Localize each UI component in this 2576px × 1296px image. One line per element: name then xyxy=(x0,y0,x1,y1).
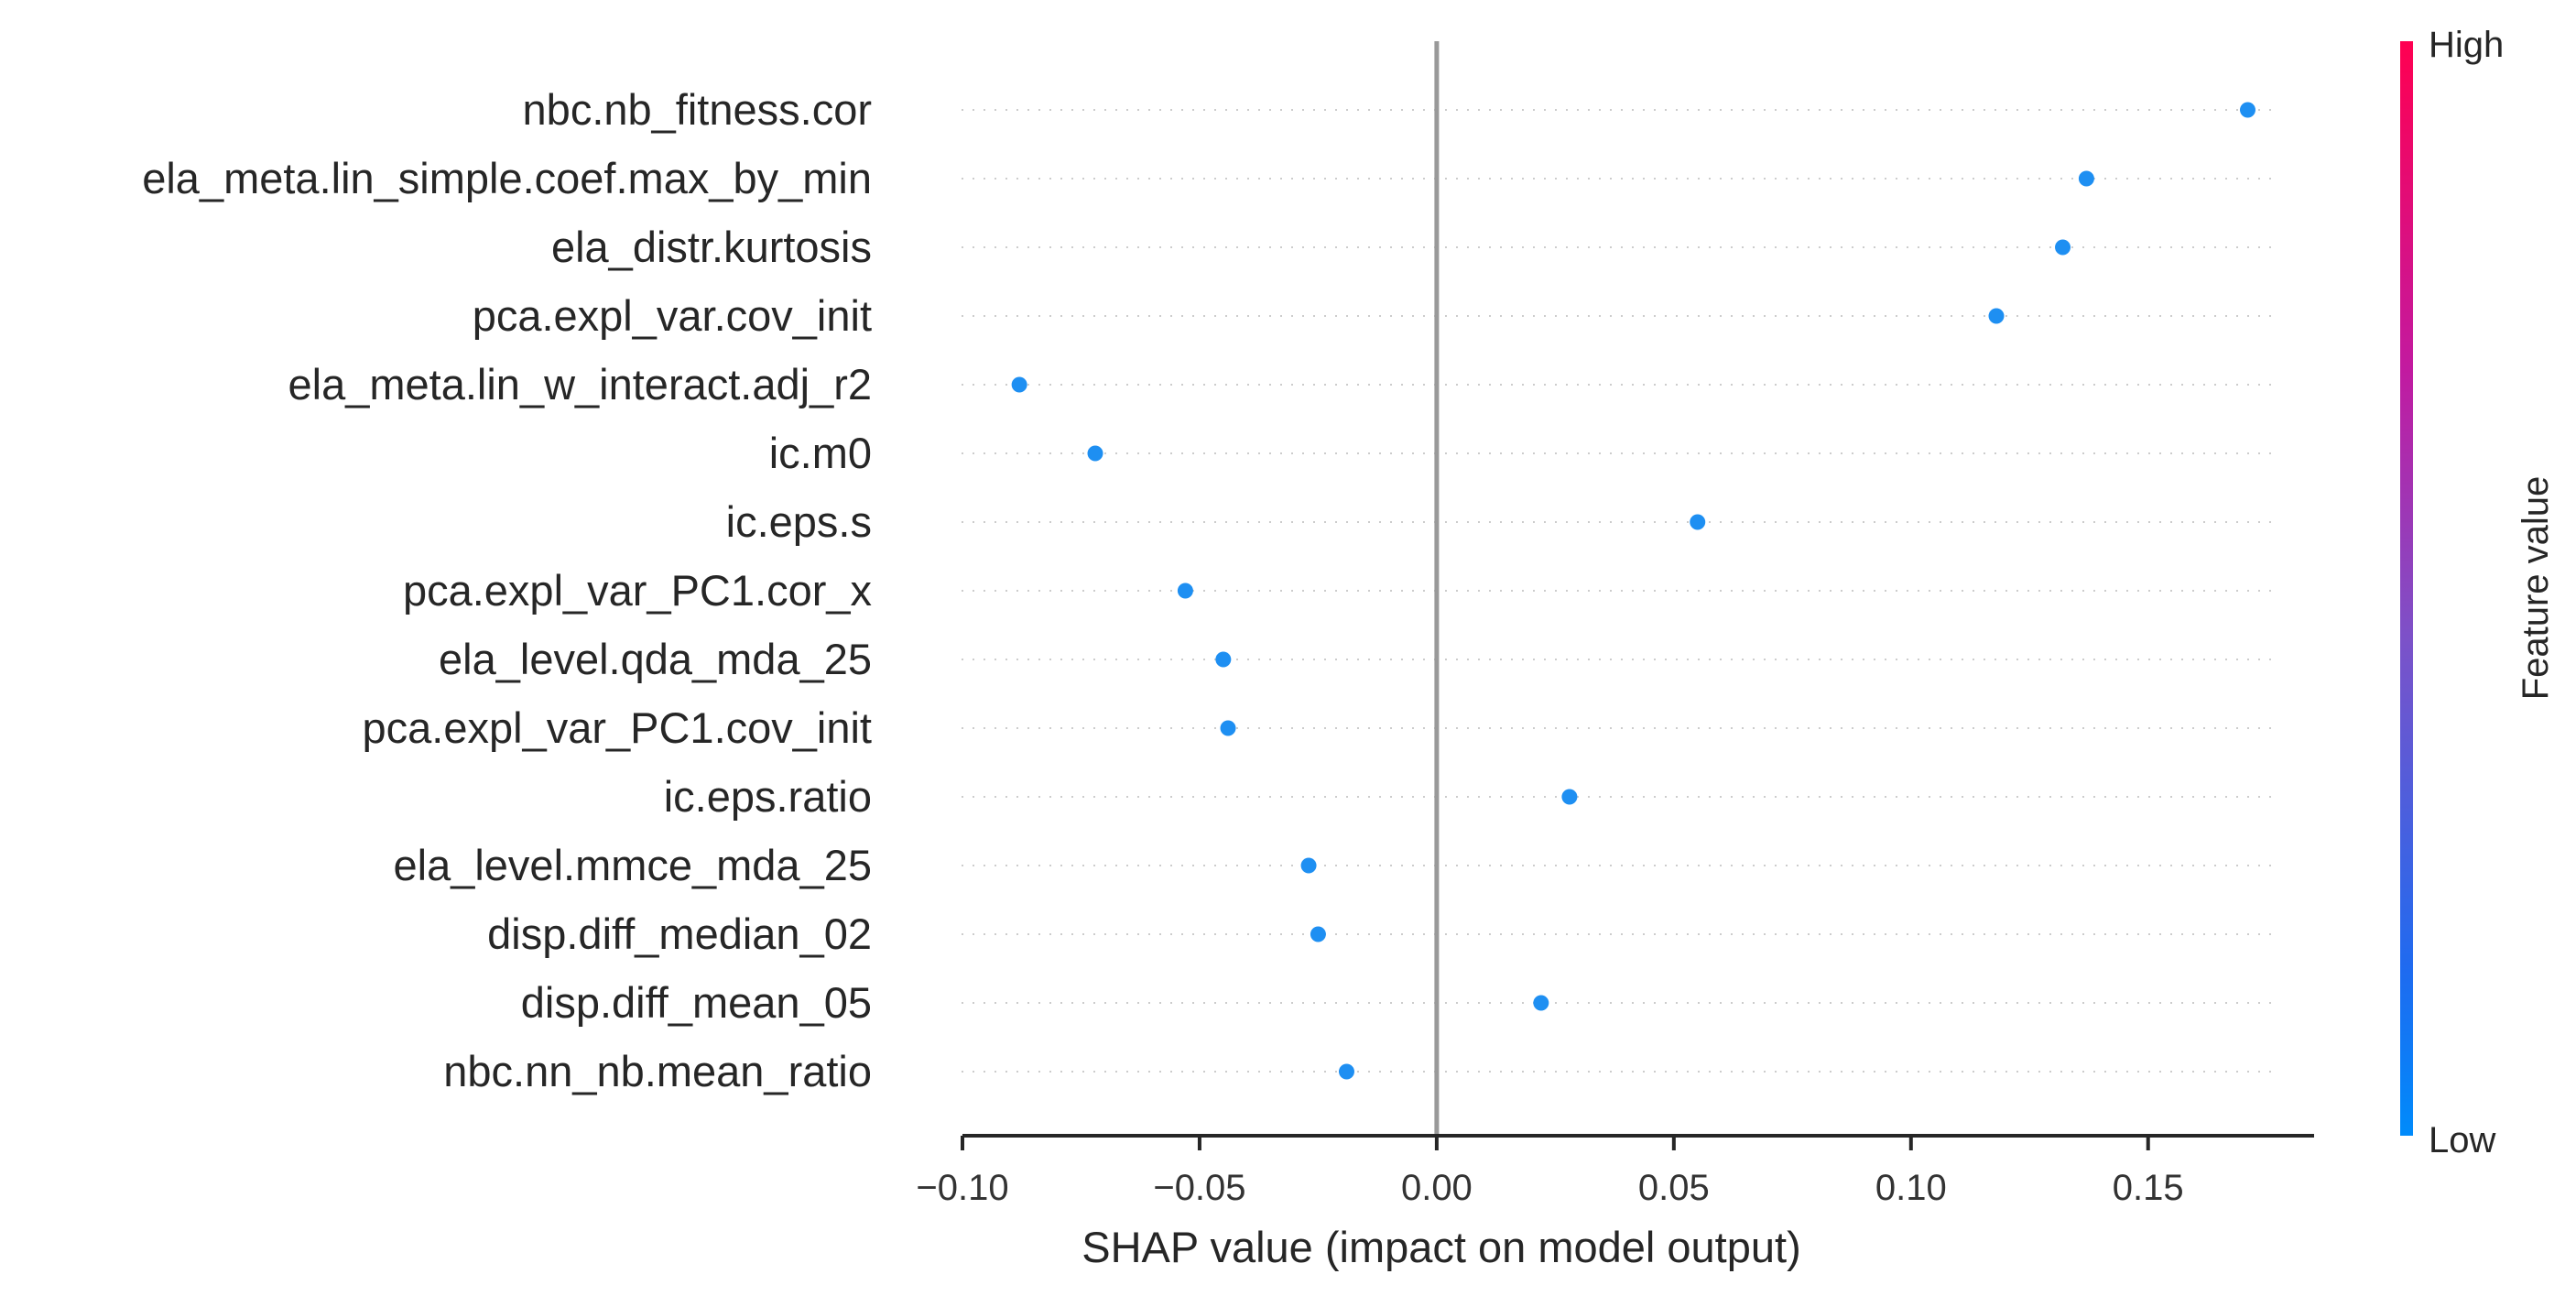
data-point xyxy=(1011,376,1027,393)
x-tick-label: 0.00 xyxy=(1401,1168,1473,1208)
colorbar-title: Feature value xyxy=(2516,476,2556,701)
data-point xyxy=(1561,789,1578,805)
feature-label: ela_distr.kurtosis xyxy=(551,223,872,271)
data-point xyxy=(1300,857,1317,874)
data-point xyxy=(1177,583,1193,599)
feature-label: ela_level.mmce_mda_25 xyxy=(393,841,872,889)
feature-rows: nbc.nb_fitness.cor ela_meta.lin_simple.co… xyxy=(142,85,2271,1095)
x-tick-label: 0.10 xyxy=(1875,1168,1947,1208)
x-tick-label: −0.10 xyxy=(916,1168,1008,1208)
feature-label: ela_meta.lin_simple.coef.max_by_min xyxy=(142,154,872,202)
feature-label: nbc.nn_nb.mean_ratio xyxy=(443,1047,872,1095)
x-tick-label: 0.05 xyxy=(1638,1168,1710,1208)
feature-label: ic.eps.s xyxy=(726,497,872,546)
colorbar-gradient xyxy=(2400,41,2413,1136)
data-point xyxy=(2078,170,2094,187)
data-point xyxy=(2055,239,2071,256)
feature-label: ic.m0 xyxy=(769,429,872,477)
feature-label: pca.expl_var_PC1.cor_x xyxy=(403,566,872,615)
colorbar-high-label: High xyxy=(2429,25,2504,65)
feature-label: ic.eps.ratio xyxy=(664,772,872,821)
data-point xyxy=(1310,926,1326,942)
data-point xyxy=(1338,1063,1354,1080)
feature-label: ela_meta.lin_w_interact.adj_r2 xyxy=(288,360,872,408)
colorbar-low-label: Low xyxy=(2429,1120,2495,1160)
feature-label: disp.diff_median_02 xyxy=(487,909,872,958)
colorbar: High Low Feature value xyxy=(2400,25,2556,1160)
data-point xyxy=(1690,514,1706,530)
x-axis-title: SHAP value (impact on model output) xyxy=(1081,1223,1800,1271)
data-point xyxy=(1215,651,1232,668)
feature-label: disp.diff_mean_05 xyxy=(521,978,872,1027)
x-axis: −0.10 −0.05 0.00 0.05 0.10 0.15 SHAP value (i… xyxy=(916,1134,2314,1271)
data-point xyxy=(1988,308,2005,324)
feature-label: pca.expl_var.cov_init xyxy=(473,291,872,340)
feature-label: nbc.nb_fitness.cor xyxy=(523,85,872,134)
data-point xyxy=(1533,995,1549,1011)
x-tick-label: 0.15 xyxy=(2113,1168,2184,1208)
data-point xyxy=(1087,445,1103,462)
x-tick-label: −0.05 xyxy=(1153,1168,1245,1208)
feature-label: ela_level.qda_mda_25 xyxy=(439,635,872,683)
data-point xyxy=(1220,720,1236,736)
feature-label: pca.expl_var_PC1.cov_init xyxy=(363,703,872,752)
data-points xyxy=(1011,102,2255,1080)
data-point xyxy=(2239,102,2255,118)
